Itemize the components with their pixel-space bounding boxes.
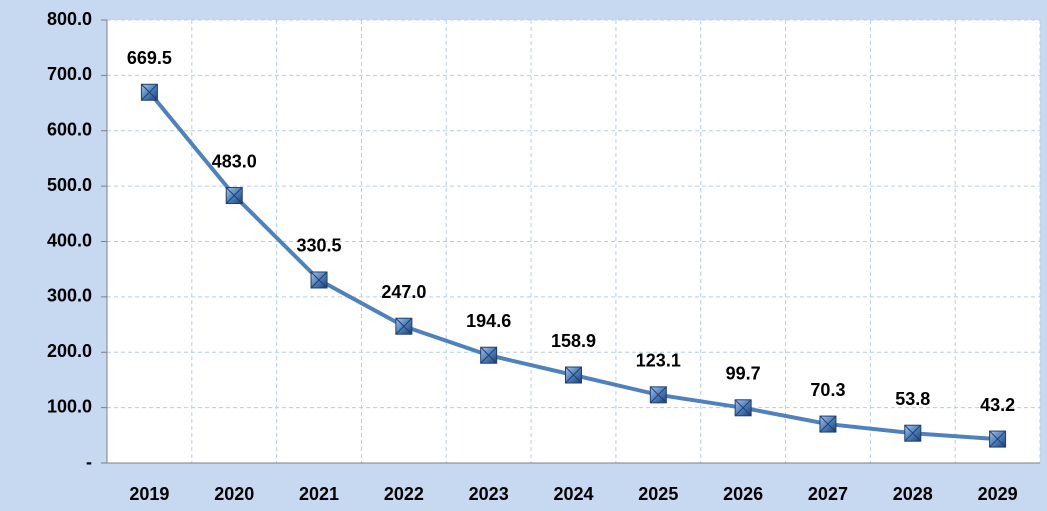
y-tick-label: 400.0 <box>47 230 92 250</box>
x-tick-label: 2029 <box>978 484 1018 504</box>
marker-cross <box>480 346 498 364</box>
data-label: 123.1 <box>636 351 681 371</box>
x-tick-label: 2020 <box>214 484 254 504</box>
marker-cross <box>904 424 922 442</box>
y-tick-label: 700.0 <box>47 64 92 84</box>
y-tick-label: 300.0 <box>47 286 92 306</box>
data-label: 247.0 <box>381 282 426 302</box>
x-tick-label: 2023 <box>469 484 509 504</box>
x-tick-label: 2022 <box>384 484 424 504</box>
marker-cross <box>649 386 667 404</box>
y-tick-label: 800.0 <box>47 9 92 29</box>
data-label: 158.9 <box>551 331 596 351</box>
data-label: 194.6 <box>466 311 511 331</box>
data-label: 53.8 <box>895 389 930 409</box>
marker-cross <box>734 399 752 417</box>
y-tick-label: 500.0 <box>47 175 92 195</box>
y-tick-label: 100.0 <box>47 396 92 416</box>
y-tick-label: - <box>86 452 92 472</box>
x-tick-label: 2026 <box>723 484 763 504</box>
data-label: 99.7 <box>726 364 761 384</box>
x-tick-label: 2021 <box>299 484 339 504</box>
x-tick-label: 2028 <box>893 484 933 504</box>
data-label: 669.5 <box>127 48 172 68</box>
data-label: 330.5 <box>297 236 342 256</box>
marker-cross <box>395 317 413 335</box>
marker-cross <box>225 187 243 204</box>
marker-cross <box>310 271 328 289</box>
x-tick-label: 2027 <box>808 484 848 504</box>
x-tick-label: 2024 <box>553 484 593 504</box>
marker-cross <box>565 366 582 384</box>
marker-cross <box>989 430 1006 448</box>
x-tick-label: 2019 <box>129 484 169 504</box>
x-tick-label: 2025 <box>638 484 678 504</box>
marker-cross <box>819 415 837 433</box>
marker-cross <box>141 83 158 101</box>
data-label: 43.2 <box>980 395 1015 415</box>
y-tick-label: 600.0 <box>47 120 92 140</box>
data-label: 483.0 <box>212 151 257 171</box>
y-tick-label: 200.0 <box>47 341 92 361</box>
data-label: 70.3 <box>810 380 845 400</box>
